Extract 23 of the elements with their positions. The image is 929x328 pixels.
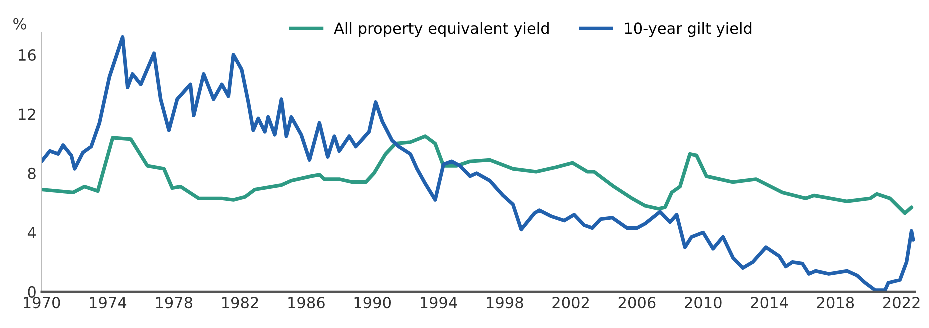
y-axis-title: % bbox=[14, 18, 26, 30]
y-tick-label: 4 bbox=[28, 227, 36, 238]
y-tick-label: 0 bbox=[28, 286, 36, 298]
x-tick-label: 1978 bbox=[156, 297, 193, 309]
legend-label: 10-year gilt yield bbox=[625, 22, 752, 38]
x-tick-label: 2010 bbox=[685, 297, 722, 309]
x-tick-label: 1982 bbox=[222, 297, 258, 309]
y-tick-label: 12 bbox=[19, 108, 36, 120]
line-series bbox=[42, 134, 914, 216]
x-tick-label: 2014 bbox=[751, 297, 788, 309]
x-tick-label: 2022 bbox=[884, 297, 920, 309]
x-tick-label: 2018 bbox=[817, 297, 854, 309]
x-tick-label: 1974 bbox=[90, 297, 127, 309]
x-tick-label: 1990 bbox=[354, 297, 392, 309]
legend-label: All property equivalent yield bbox=[334, 22, 549, 38]
x-tick-label: 1970 bbox=[24, 297, 60, 309]
y-tick-label: 16 bbox=[19, 49, 36, 62]
x-tick-label: 2006 bbox=[618, 297, 656, 309]
x-tick-label: 2002 bbox=[552, 297, 589, 309]
x-tick-label: 1986 bbox=[288, 297, 325, 309]
y-tick-label: 8 bbox=[28, 168, 36, 180]
x-tick-label: 1998 bbox=[487, 297, 524, 309]
x-tick-label: 1994 bbox=[420, 297, 458, 309]
